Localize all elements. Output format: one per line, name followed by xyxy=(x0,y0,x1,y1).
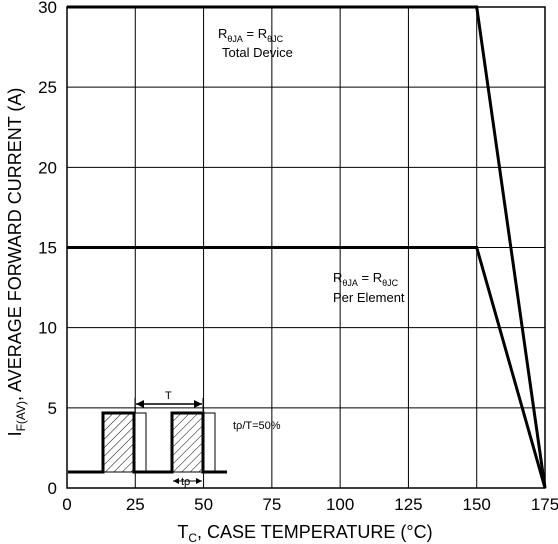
y-tick-label: 5 xyxy=(48,399,57,418)
annotation-element-label: Per Element xyxy=(333,290,405,305)
pulse-1-open xyxy=(133,412,147,473)
y-axis-title: IF(AV), AVERAGE FORWARD CURRENT (A) xyxy=(5,88,28,437)
x-tick-label: 175 xyxy=(531,495,558,514)
pulse-2-open xyxy=(202,412,216,473)
x-tick-label: 75 xyxy=(262,495,281,514)
x-tick-label: 150 xyxy=(463,495,491,514)
annotation-total-formula: RθJA = RθJC xyxy=(218,26,284,44)
x-axis-title: TC, CASE TEMPERATURE (°C) xyxy=(177,522,432,544)
series-line-2 xyxy=(67,246,547,489)
y-tick-labels: 0 5 10 15 20 25 30 xyxy=(38,0,57,498)
y-tick-label: 0 xyxy=(48,479,57,498)
inset-waveform: T tρ tρ/T=50% xyxy=(68,390,281,488)
pulse-waveform-line xyxy=(68,411,227,474)
x-tick-label: 0 xyxy=(62,495,71,514)
period-label: T xyxy=(165,390,172,402)
annotation-total-label: Total Device xyxy=(222,45,293,60)
y-tick-label: 15 xyxy=(38,239,57,258)
pulse-width-label: tρ xyxy=(181,476,190,488)
pulse-2-hatched xyxy=(171,412,204,473)
annotation-element-formula: RθJA = RθJC xyxy=(333,270,399,288)
duty-cycle-label: tρ/T=50% xyxy=(233,420,281,432)
x-tick-label: 125 xyxy=(394,495,422,514)
y-tick-label: 10 xyxy=(38,319,57,338)
x-tick-label: 100 xyxy=(326,495,354,514)
y-tick-label: 30 xyxy=(38,0,57,17)
y-tick-label: 25 xyxy=(38,78,57,97)
pulse-1-hatched xyxy=(102,412,135,473)
x-tick-label: 25 xyxy=(126,495,145,514)
y-tick-label: 20 xyxy=(38,158,57,177)
x-tick-label: 50 xyxy=(194,495,213,514)
plot-frame xyxy=(66,6,546,489)
x-tick-labels: 0 25 50 75 100 125 150 175 xyxy=(62,495,558,514)
